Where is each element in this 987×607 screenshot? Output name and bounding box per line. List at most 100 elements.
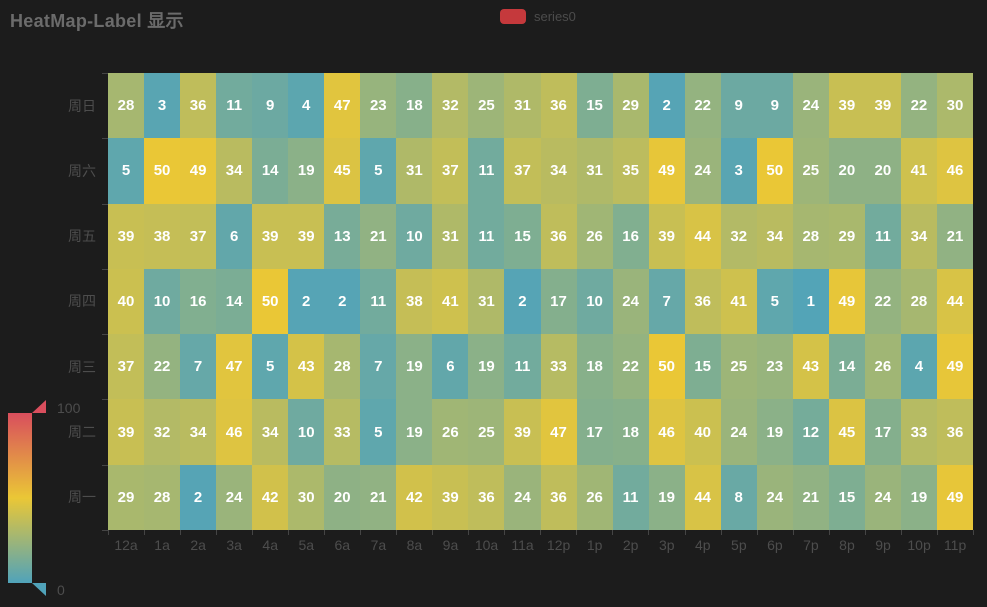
visual-map-gradient-bar[interactable] — [8, 413, 32, 583]
heatmap-cell[interactable]: 44 — [684, 464, 721, 530]
heatmap-cell[interactable]: 4 — [288, 73, 325, 139]
heatmap-cell[interactable]: 49 — [936, 464, 973, 530]
heatmap-cell[interactable]: 19 — [756, 399, 793, 465]
heatmap-cell[interactable]: 39 — [828, 73, 865, 139]
heatmap-cell[interactable]: 22 — [900, 73, 937, 139]
heatmap-cell[interactable]: 49 — [648, 138, 685, 204]
heatmap-cell[interactable]: 39 — [108, 399, 145, 465]
heatmap-cell[interactable]: 41 — [720, 268, 757, 335]
heatmap-cell[interactable]: 50 — [252, 268, 289, 335]
heatmap-cell[interactable]: 24 — [864, 464, 901, 530]
heatmap-cell[interactable]: 47 — [540, 399, 577, 465]
heatmap-cell[interactable]: 36 — [936, 399, 973, 465]
heatmap-cell[interactable]: 17 — [540, 268, 577, 335]
heatmap-cell[interactable]: 19 — [288, 138, 325, 204]
heatmap-cell[interactable]: 11 — [360, 268, 397, 335]
heatmap-cell[interactable]: 46 — [936, 138, 973, 204]
heatmap-cell[interactable]: 39 — [288, 203, 325, 269]
heatmap-cell[interactable]: 18 — [576, 334, 613, 400]
heatmap-cell[interactable]: 25 — [720, 334, 757, 400]
heatmap-cell[interactable]: 5 — [252, 334, 289, 400]
heatmap-cell[interactable]: 17 — [864, 399, 901, 465]
heatmap-cell[interactable]: 26 — [576, 203, 613, 269]
heatmap-cell[interactable]: 2 — [648, 73, 685, 139]
heatmap-cell[interactable]: 36 — [540, 203, 577, 269]
heatmap-cell[interactable]: 47 — [324, 73, 361, 139]
heatmap-cell[interactable]: 32 — [432, 73, 469, 139]
heatmap-cell[interactable]: 24 — [504, 464, 541, 530]
heatmap-cell[interactable]: 6 — [216, 203, 253, 269]
heatmap-cell[interactable]: 30 — [288, 464, 325, 530]
heatmap-cell[interactable]: 3 — [720, 138, 757, 204]
heatmap-cell[interactable]: 14 — [252, 138, 289, 204]
heatmap-cell[interactable]: 19 — [396, 399, 433, 465]
heatmap-cell[interactable]: 21 — [360, 464, 397, 530]
heatmap-cell[interactable]: 26 — [432, 399, 469, 465]
heatmap-cell[interactable]: 11 — [216, 73, 253, 139]
legend-item-series0[interactable]: series0 — [500, 9, 576, 24]
heatmap-cell[interactable]: 24 — [792, 73, 829, 139]
heatmap-cell[interactable]: 39 — [432, 464, 469, 530]
heatmap-cell[interactable]: 5 — [360, 138, 397, 204]
heatmap-cell[interactable]: 3 — [144, 73, 181, 139]
heatmap-cell[interactable]: 11 — [468, 203, 505, 269]
heatmap-cell[interactable]: 7 — [180, 334, 217, 400]
heatmap-cell[interactable]: 30 — [936, 73, 973, 139]
heatmap-cell[interactable]: 5 — [360, 399, 397, 465]
heatmap-cell[interactable]: 21 — [936, 203, 973, 269]
heatmap-cell[interactable]: 46 — [648, 399, 685, 465]
heatmap-cell[interactable]: 20 — [324, 464, 361, 530]
heatmap-cell[interactable]: 31 — [576, 138, 613, 204]
heatmap-cell[interactable]: 18 — [396, 73, 433, 139]
heatmap-cell[interactable]: 26 — [864, 334, 901, 400]
heatmap-cell[interactable]: 33 — [324, 399, 361, 465]
heatmap-cell[interactable]: 9 — [252, 73, 289, 139]
heatmap-cell[interactable]: 9 — [720, 73, 757, 139]
heatmap-cell[interactable]: 20 — [828, 138, 865, 204]
heatmap-cell[interactable]: 21 — [360, 203, 397, 269]
heatmap-cell[interactable]: 38 — [396, 268, 433, 335]
heatmap-cell[interactable]: 29 — [828, 203, 865, 269]
heatmap-cell[interactable]: 39 — [252, 203, 289, 269]
heatmap-cell[interactable]: 28 — [108, 73, 145, 139]
heatmap-cell[interactable]: 31 — [468, 268, 505, 335]
heatmap-cell[interactable]: 39 — [108, 203, 145, 269]
heatmap-cell[interactable]: 11 — [612, 464, 649, 530]
heatmap-cell[interactable]: 21 — [792, 464, 829, 530]
heatmap-cell[interactable]: 15 — [504, 203, 541, 269]
heatmap-cell[interactable]: 2 — [288, 268, 325, 335]
heatmap-cell[interactable]: 29 — [108, 464, 145, 530]
heatmap-cell[interactable]: 36 — [684, 268, 721, 335]
heatmap-cell[interactable]: 15 — [576, 73, 613, 139]
heatmap-cell[interactable]: 2 — [504, 268, 541, 335]
heatmap-cell[interactable]: 29 — [612, 73, 649, 139]
heatmap-cell[interactable]: 14 — [828, 334, 865, 400]
heatmap-cell[interactable]: 34 — [252, 399, 289, 465]
heatmap-cell[interactable]: 22 — [612, 334, 649, 400]
heatmap-cell[interactable]: 46 — [216, 399, 253, 465]
heatmap-cell[interactable]: 36 — [468, 464, 505, 530]
heatmap-cell[interactable]: 38 — [144, 203, 181, 269]
heatmap-cell[interactable]: 34 — [540, 138, 577, 204]
heatmap-cell[interactable]: 43 — [288, 334, 325, 400]
heatmap-cell[interactable]: 31 — [396, 138, 433, 204]
heatmap-cell[interactable]: 25 — [792, 138, 829, 204]
heatmap-cell[interactable]: 14 — [216, 268, 253, 335]
heatmap-cell[interactable]: 37 — [108, 334, 145, 400]
heatmap-cell[interactable]: 43 — [792, 334, 829, 400]
heatmap-cell[interactable]: 39 — [864, 73, 901, 139]
heatmap-cell[interactable]: 6 — [432, 334, 469, 400]
heatmap-cell[interactable]: 44 — [684, 203, 721, 269]
heatmap-cell[interactable]: 47 — [216, 334, 253, 400]
heatmap-cell[interactable]: 19 — [900, 464, 937, 530]
heatmap-cell[interactable]: 22 — [684, 73, 721, 139]
heatmap-cell[interactable]: 34 — [180, 399, 217, 465]
heatmap-cell[interactable]: 15 — [828, 464, 865, 530]
heatmap-cell[interactable]: 36 — [180, 73, 217, 139]
heatmap-cell[interactable]: 11 — [468, 138, 505, 204]
heatmap-cell[interactable]: 11 — [504, 334, 541, 400]
heatmap-cell[interactable]: 2 — [180, 464, 217, 530]
visual-map-max-handle-icon[interactable] — [32, 400, 46, 413]
heatmap-cell[interactable]: 10 — [396, 203, 433, 269]
heatmap-cell[interactable]: 23 — [360, 73, 397, 139]
